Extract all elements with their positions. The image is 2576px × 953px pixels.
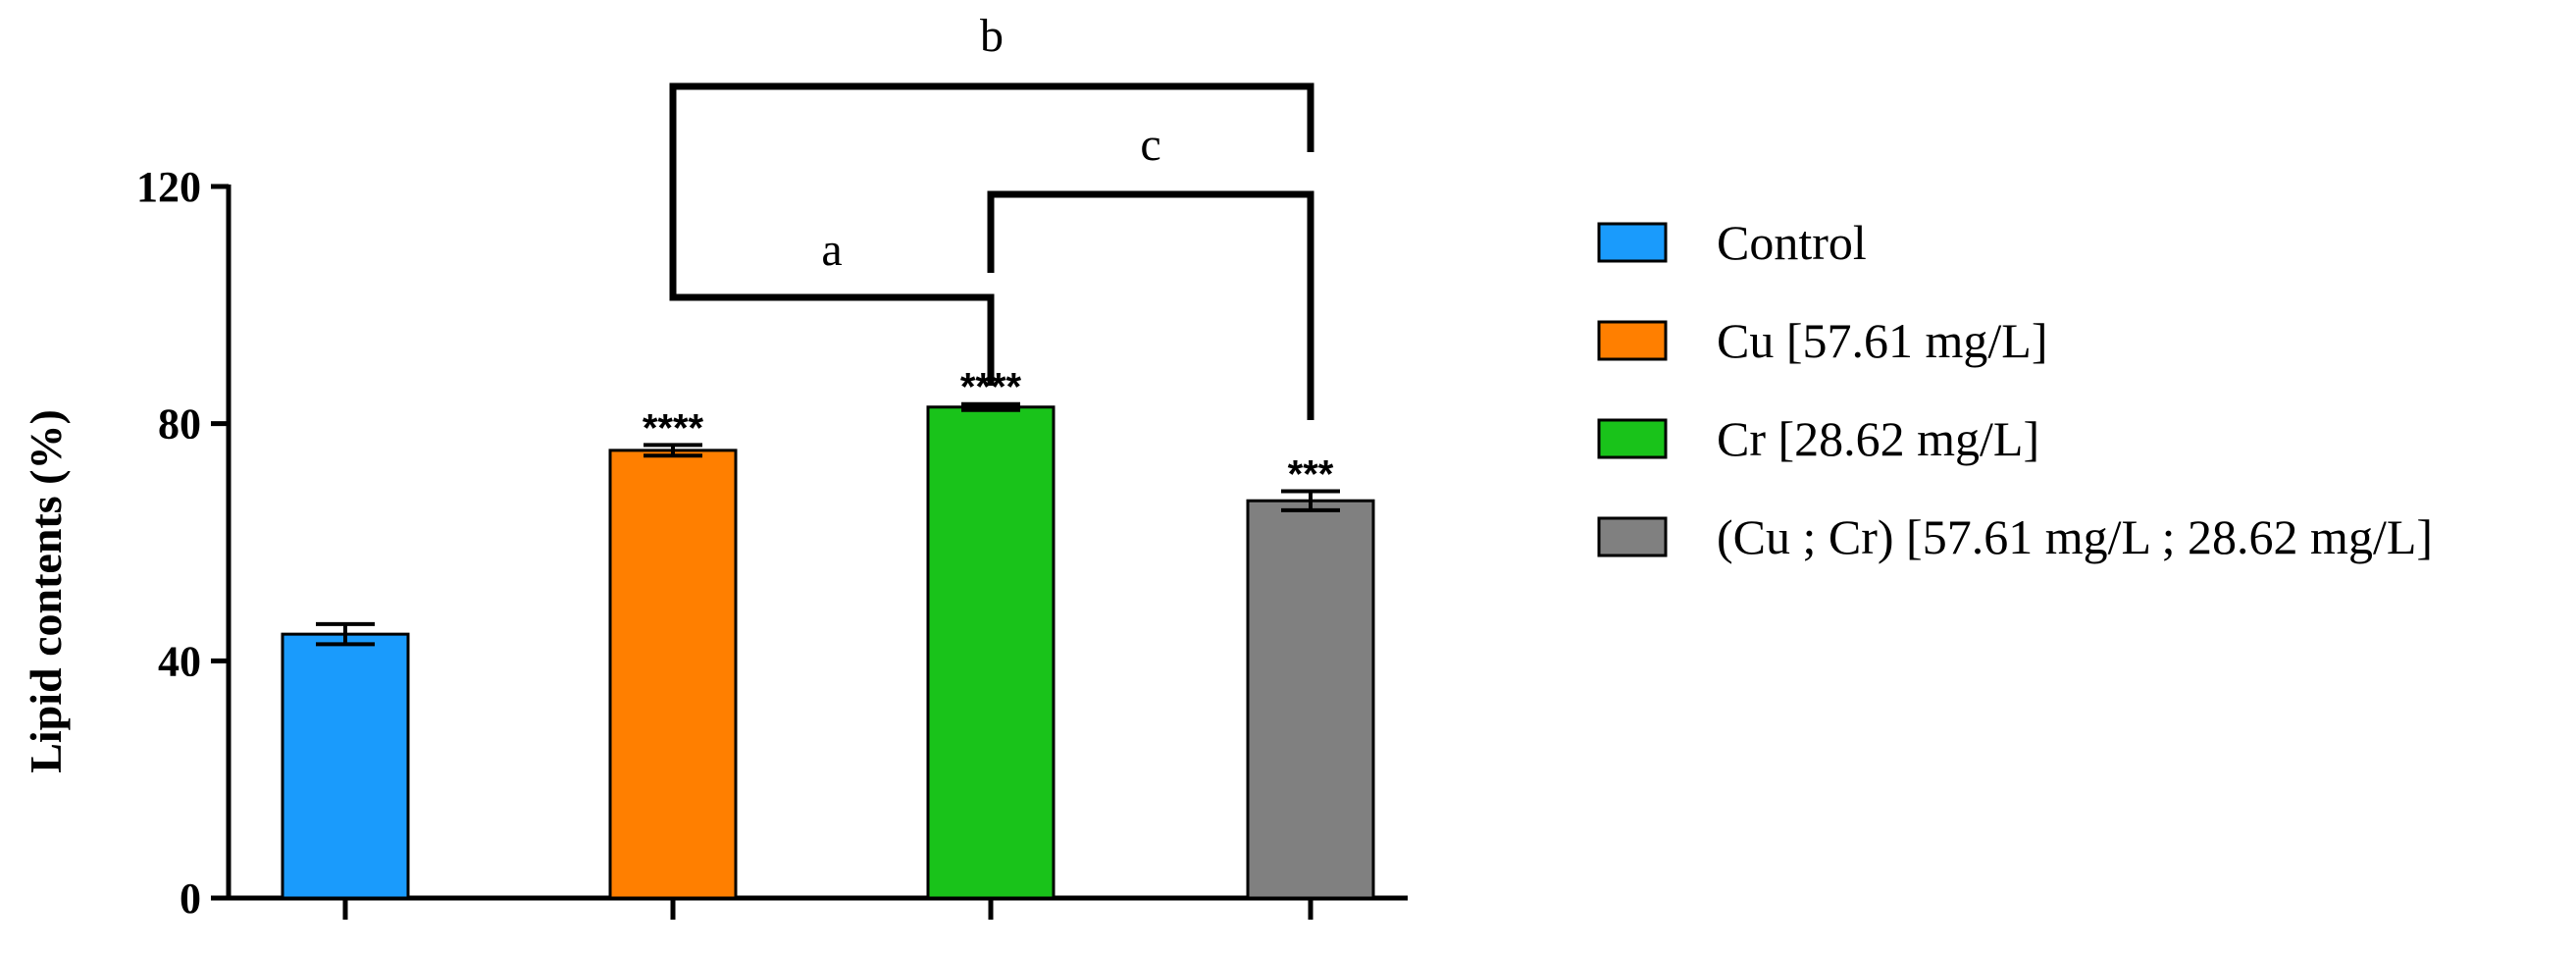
comparison-bracket [669, 248, 995, 386]
legend-label: (Cu ; Cr) [57.61 mg/L ; 28.62 mg/L] [1717, 509, 2433, 564]
y-axis-title: Lipid contents (%) [21, 409, 71, 773]
legend-swatch [1597, 516, 1668, 557]
bar [1246, 499, 1375, 900]
legend-swatch [1597, 418, 1668, 459]
legend: Control Cu [57.61 mg/L] Cr [28.62 mg/L] (Cu… [1597, 215, 2433, 564]
comparison-bracket [669, 82, 1314, 248]
bar [281, 632, 410, 900]
comparison-brackets: a b c [669, 10, 1314, 420]
comparison-label: c [1140, 119, 1160, 171]
bar [926, 405, 1056, 900]
significance-label: *** [1288, 453, 1334, 497]
legend-label: Control [1717, 215, 1867, 270]
significance-label: **** [643, 406, 704, 450]
comparison-bracket [987, 190, 1314, 420]
y-tick-label: 0 [180, 874, 201, 923]
legend-swatch [1597, 320, 1668, 361]
comparison-label: b [980, 10, 1004, 62]
y-tick-label: 40 [158, 637, 201, 685]
y-tick-label: 120 [136, 163, 201, 211]
legend-swatch [1597, 222, 1668, 263]
comparison-label: a [821, 224, 842, 276]
bars: *********** [281, 366, 1375, 900]
y-tick-label: 80 [158, 400, 201, 449]
legend-label: Cr [28.62 mg/L] [1717, 411, 2039, 466]
axes: 0 40 80 120 Lipid contents (%) [21, 163, 1408, 923]
bar [608, 449, 738, 900]
legend-label: Cu [57.61 mg/L] [1717, 313, 2047, 368]
